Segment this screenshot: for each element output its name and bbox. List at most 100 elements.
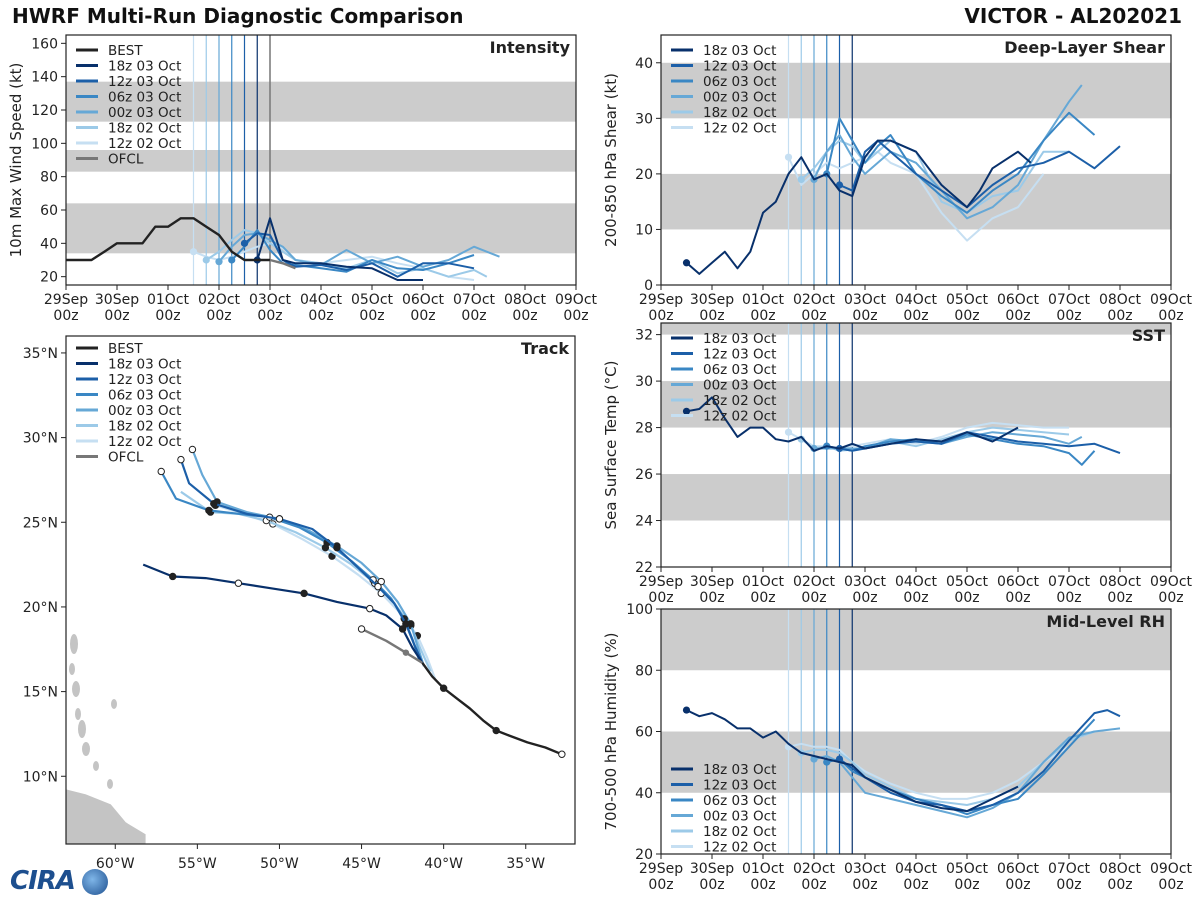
island xyxy=(107,779,113,789)
ofcl-track-line xyxy=(360,627,423,664)
plot-area xyxy=(661,35,1171,285)
series-line-18z-03-oct xyxy=(686,709,1019,813)
y-tick-label: 0 xyxy=(644,278,653,294)
track-line-00z-03-oct xyxy=(191,449,425,667)
x-tick-label: 29Sep xyxy=(44,292,88,308)
x-tick-label: 02Oct xyxy=(793,574,836,590)
x-tick-sublabel: 00z xyxy=(257,308,282,324)
island xyxy=(111,699,117,709)
plot-area xyxy=(66,35,576,285)
run-start-marker xyxy=(202,256,210,264)
legend-label: 18z 03 Oct xyxy=(703,331,776,347)
x-tick-sublabel: 00z xyxy=(1158,877,1183,893)
y-tick-label: 120 xyxy=(31,103,58,119)
x-tick-sublabel: 00z xyxy=(53,308,78,324)
legend-label: 06z 03 Oct xyxy=(703,793,776,809)
x-tick-sublabel: 00z xyxy=(410,308,435,324)
legend-label: BEST xyxy=(108,341,143,357)
legend-label: BEST xyxy=(108,43,143,59)
best-track-line xyxy=(421,662,563,756)
x-tick-sublabel: 00z xyxy=(954,308,979,324)
track-marker xyxy=(402,620,410,628)
legend-label: 18z 03 Oct xyxy=(108,357,181,373)
y-tick-label: 40 xyxy=(40,236,58,252)
x-tick-label: 06Oct xyxy=(997,861,1040,877)
track-marker xyxy=(169,572,177,581)
panel-title: Deep-Layer Shear xyxy=(1004,38,1165,57)
legend-label: OFCL xyxy=(108,152,144,168)
island xyxy=(72,681,80,697)
x-tick-label: 02Oct xyxy=(793,292,836,308)
x-tick-label: 03Oct xyxy=(844,861,887,877)
legend-label: 00z 03 Oct xyxy=(703,809,776,825)
panel-title: Track xyxy=(521,339,569,358)
x-tick-sublabel: 00z xyxy=(104,308,129,324)
legend-label: 06z 03 Oct xyxy=(108,90,181,106)
run-start-marker xyxy=(784,428,793,436)
legend-label: 12z 03 Oct xyxy=(703,778,776,794)
storm-title: VICTOR - AL202021 xyxy=(964,4,1182,28)
y-tick-label: 100 xyxy=(626,602,653,618)
legend-label: 12z 02 Oct xyxy=(703,409,776,425)
x-tick-label: 08Oct xyxy=(1099,292,1142,308)
run-start-marker xyxy=(215,258,223,266)
y-axis-label: 200-850 hPa Shear (kt) xyxy=(602,73,620,247)
x-tick-sublabel: 00z xyxy=(852,308,877,324)
legend-label: 12z 03 Oct xyxy=(108,372,181,388)
legend-label: 06z 03 Oct xyxy=(703,74,776,90)
y-tick-label: 60 xyxy=(635,725,653,741)
x-tick-sublabel: 00z xyxy=(1158,308,1183,324)
x-tick-label: 04Oct xyxy=(895,861,938,877)
panel-rh: 2040608010029Sep00z30Sep00z01Oct00z02Oct… xyxy=(602,602,1193,893)
x-tick-sublabel: 00z xyxy=(801,308,826,324)
x-tick-label: 30Sep xyxy=(690,574,734,590)
x-tick-label: 04Oct xyxy=(895,292,938,308)
best-marker xyxy=(492,726,500,735)
x-tick-sublabel: 00z xyxy=(1107,877,1132,893)
y-tick-label: 24 xyxy=(635,514,653,530)
x-tick-label: 29Sep xyxy=(639,861,683,877)
x-tick-sublabel: 00z xyxy=(648,308,673,324)
panel-title: Mid-Level RH xyxy=(1046,612,1165,631)
island xyxy=(69,663,75,675)
band xyxy=(661,381,1171,428)
x-tick-sublabel: 00z xyxy=(954,877,979,893)
legend-label: 00z 03 Oct xyxy=(703,378,776,394)
band xyxy=(661,323,1171,335)
x-tick-label: 04Oct xyxy=(895,574,938,590)
run-start-marker xyxy=(682,259,691,267)
x-tick-sublabel: 00z xyxy=(359,308,384,324)
x-tick-sublabel: 00z xyxy=(1005,877,1030,893)
x-tick-label: 07Oct xyxy=(1048,574,1091,590)
island xyxy=(75,708,81,720)
x-tick-sublabel: 00z xyxy=(903,590,928,606)
y-tick-label: 100 xyxy=(31,136,58,152)
plot-area xyxy=(66,445,566,844)
x-tick-label: 06Oct xyxy=(997,292,1040,308)
x-tick-sublabel: 00z xyxy=(699,877,724,893)
x-tick-label: 40°W xyxy=(424,856,463,872)
series-line-12z-03-oct xyxy=(243,232,475,278)
legend-label: 18z 02 Oct xyxy=(703,393,776,409)
series-line-18z-03-oct xyxy=(256,217,423,281)
x-tick-label: 30Sep xyxy=(690,292,734,308)
x-tick-label: 09Oct xyxy=(555,292,598,308)
cira-logo-mark: CIRA xyxy=(10,866,76,896)
y-tick-label: 30°N xyxy=(23,431,58,447)
x-tick-label: 35°W xyxy=(506,856,545,872)
x-tick-label: 01Oct xyxy=(147,292,190,308)
x-tick-sublabel: 00z xyxy=(512,308,537,324)
track-marker xyxy=(374,582,382,591)
x-tick-label: 02Oct xyxy=(793,861,836,877)
x-tick-sublabel: 00z xyxy=(1107,590,1132,606)
plot-frame xyxy=(65,335,576,845)
x-tick-sublabel: 00z xyxy=(1005,308,1030,324)
track-line-06z-03-oct xyxy=(160,470,421,660)
y-tick-label: 80 xyxy=(635,663,653,679)
y-tick-label: 26 xyxy=(635,467,653,483)
legend-label: 18z 03 Oct xyxy=(703,762,776,778)
x-tick-label: 06Oct xyxy=(997,574,1040,590)
x-tick-label: 03Oct xyxy=(844,292,887,308)
legend-label: 00z 03 Oct xyxy=(703,90,776,106)
